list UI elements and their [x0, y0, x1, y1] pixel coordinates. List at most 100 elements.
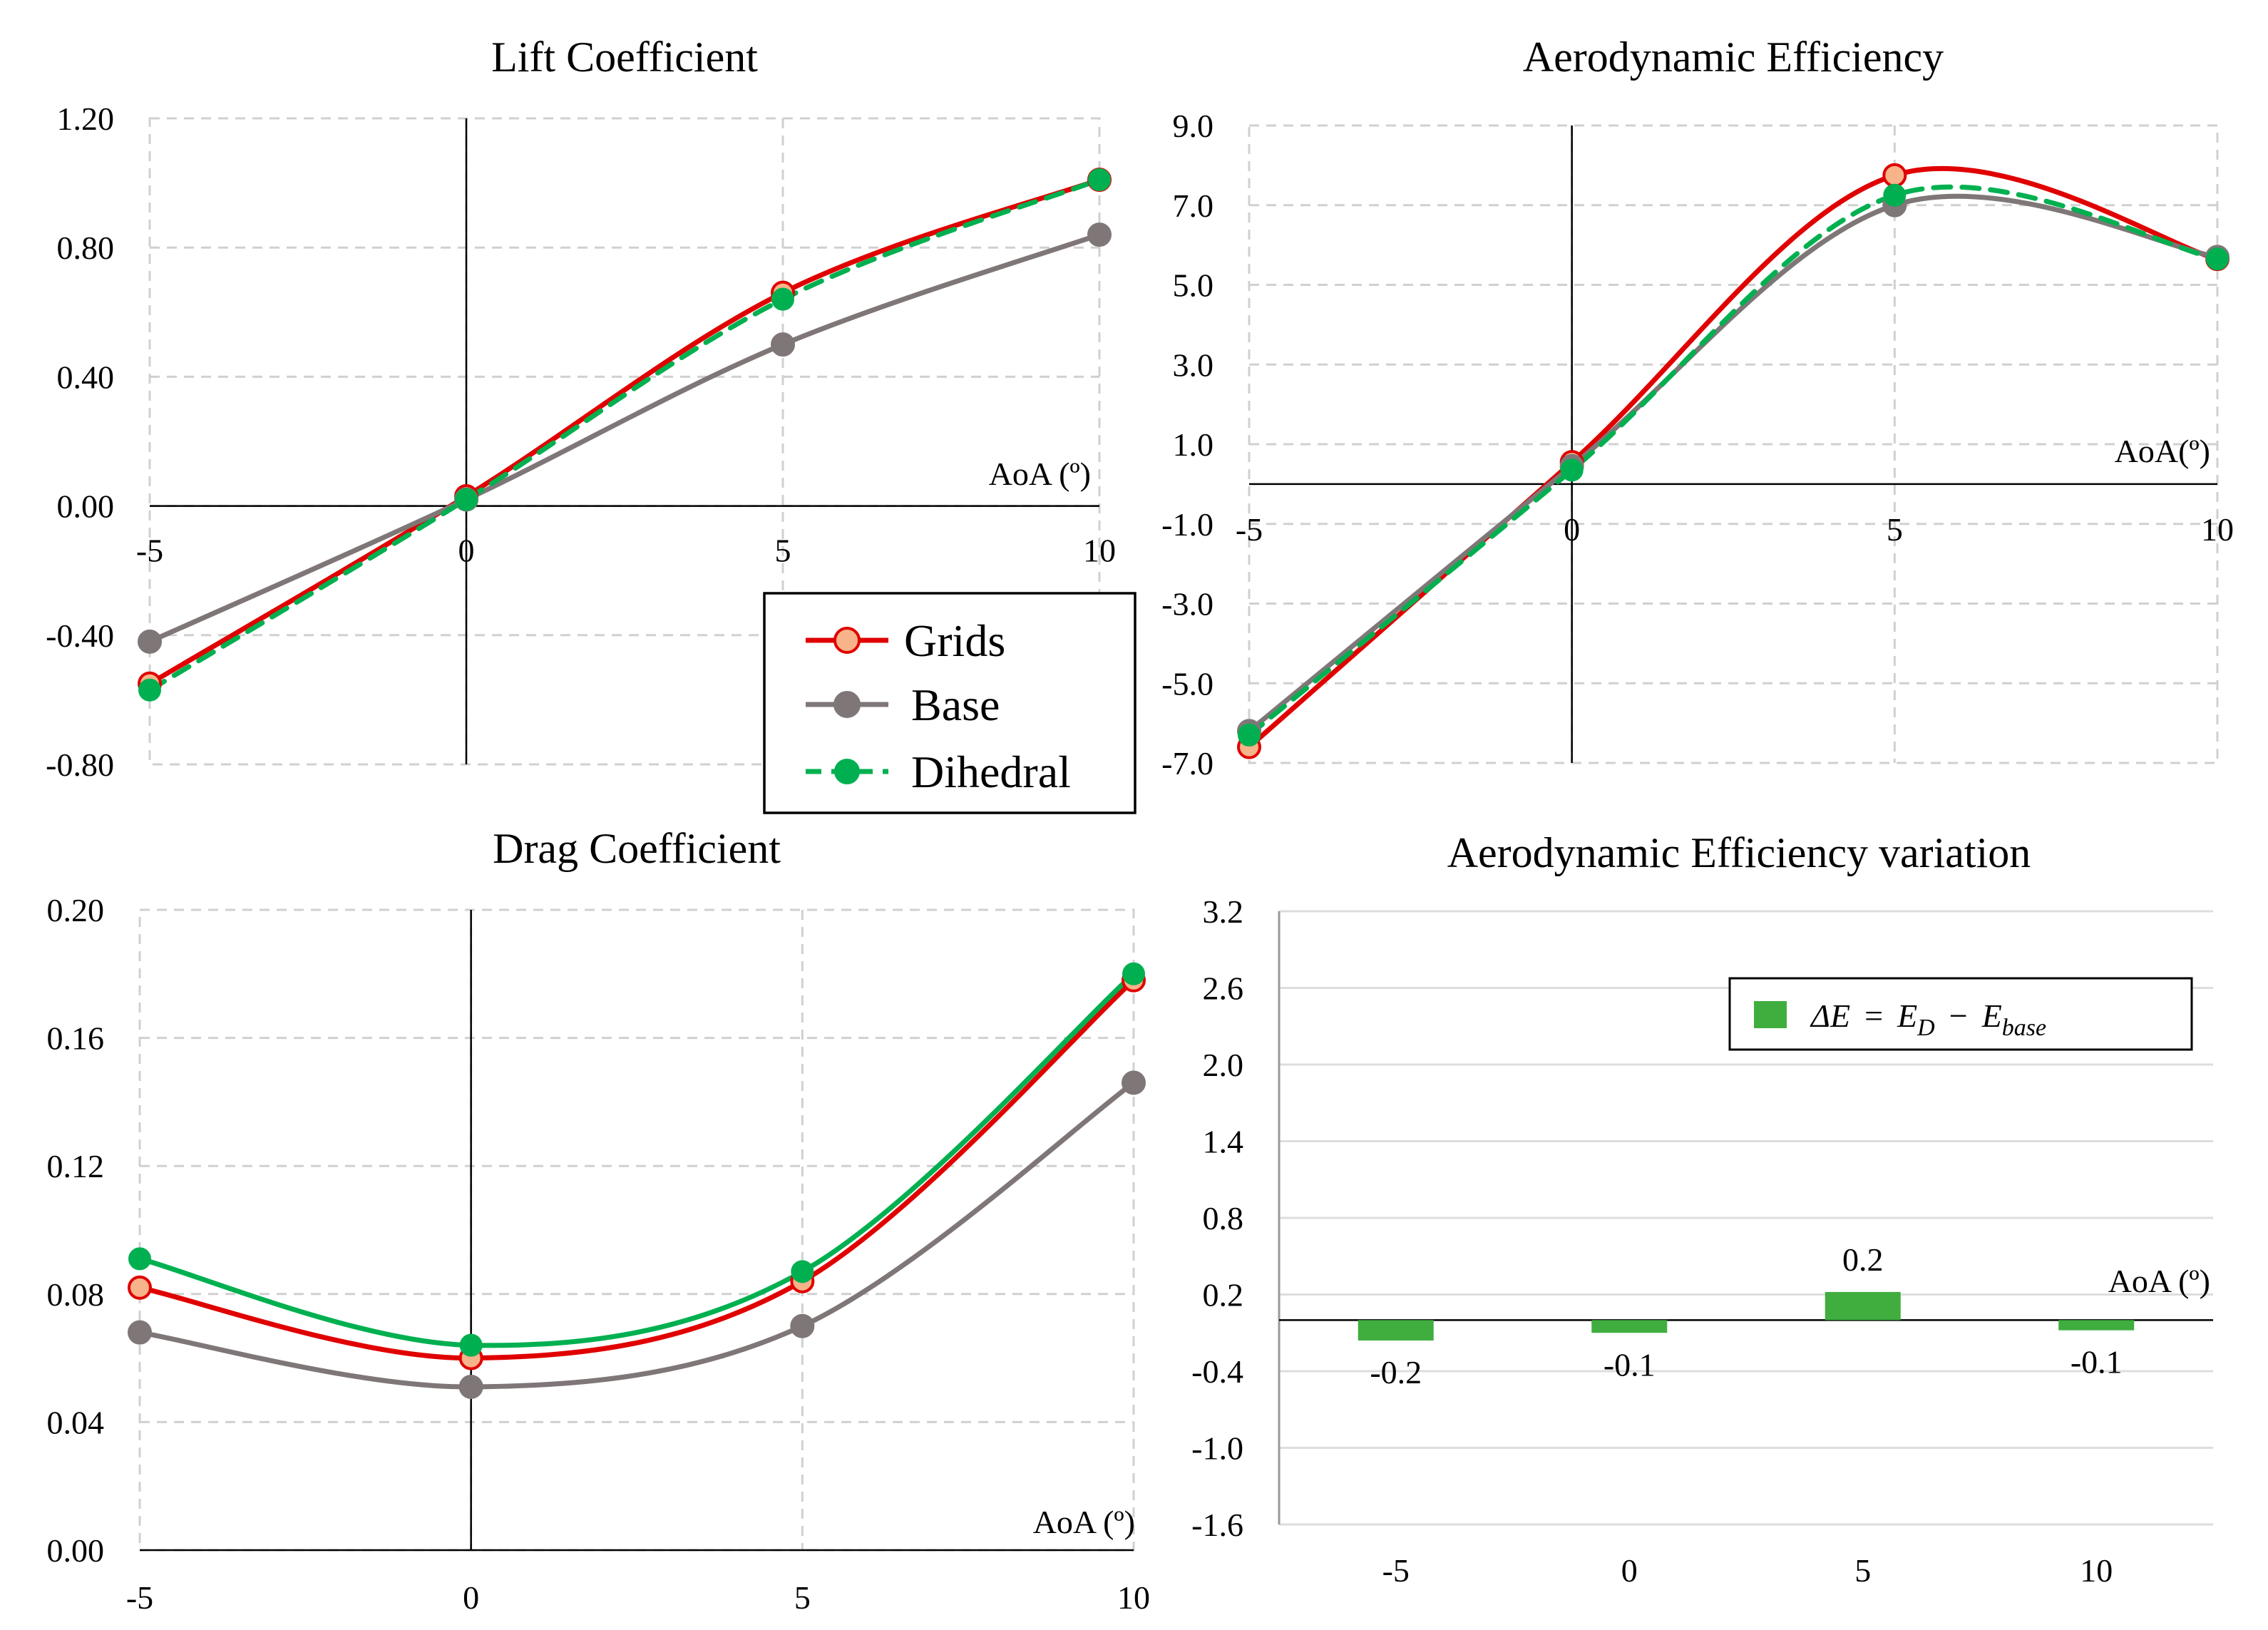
- y-tick-label: 0.08: [47, 1276, 105, 1313]
- legend-delta-e: ΔE: [1810, 998, 1850, 1034]
- series-line-dihedral: [147, 177, 1102, 693]
- data-point-dihedral: [771, 287, 794, 311]
- x-tick-label: -5: [1382, 1552, 1410, 1589]
- series-line-dihedral: [1246, 184, 2220, 738]
- x-tick-label: 10: [1083, 533, 1116, 569]
- x-axis-label: AoA (º): [2108, 1263, 2210, 1299]
- chart-title: Lift Coefficient: [491, 34, 758, 81]
- series-line-grids: [147, 177, 1102, 687]
- y-tick-label: -7.0: [1161, 745, 1213, 781]
- y-tick-label: 2.0: [1203, 1047, 1244, 1083]
- series-line-dihedral: [137, 971, 1136, 1348]
- data-point-dihedral: [2206, 247, 2229, 271]
- chart-title: Aerodynamic Efficiency: [1523, 34, 1944, 81]
- y-tick-label: -0.40: [46, 617, 114, 654]
- data-point-base: [458, 1375, 483, 1400]
- data-point-base: [1087, 222, 1112, 247]
- x-tick-label: 10: [2201, 511, 2234, 548]
- x-tick-label: 5: [1887, 511, 1903, 548]
- data-point-grids: [1882, 163, 1907, 188]
- y-tick-label: -0.80: [46, 747, 114, 783]
- data-label: -0.1: [1603, 1346, 1656, 1383]
- data-point-base: [771, 332, 795, 357]
- plot-frame: [138, 908, 1135, 1552]
- x-tick-label: 5: [1854, 1552, 1871, 1589]
- y-tick-label: 0.04: [47, 1404, 105, 1440]
- y-tick-label: 0.00: [47, 1532, 105, 1569]
- legend-marker-grids: [833, 627, 861, 654]
- legend-label-base: Base: [911, 680, 1000, 730]
- data-point-dihedral: [1122, 962, 1145, 985]
- y-tick-label: -0.4: [1191, 1353, 1243, 1390]
- chart-title: Drag Coefficient: [493, 825, 781, 872]
- x-axis-label: AoA (º): [989, 456, 1091, 492]
- legend-sub-base: base: [2002, 1015, 2046, 1041]
- legend-marker-base: [833, 691, 861, 718]
- legend-marker-dihedral: [834, 759, 860, 784]
- y-tick-label: 0.80: [57, 230, 115, 266]
- legend-sub-d: D: [1916, 1015, 1935, 1041]
- y-tick-label: 0.20: [47, 892, 105, 928]
- bar: [1825, 1291, 1901, 1321]
- y-tick-label: 1.4: [1203, 1124, 1244, 1160]
- y-tick-label: 5.0: [1173, 267, 1214, 304]
- series-line-base: [147, 232, 1102, 645]
- y-tick-label: -1.0: [1191, 1430, 1243, 1467]
- data-point-base: [790, 1313, 815, 1338]
- y-tick-label: 1.20: [57, 101, 115, 137]
- legend-e2: E: [1981, 998, 2002, 1034]
- x-axis-label: AoA (º): [1033, 1504, 1135, 1540]
- legend-label-dihedral: Dihedral: [911, 747, 1071, 797]
- lift-coefficient-chart: Lift Coefficient 1.20 0.80 0.40 0.00 -0.40 -0.…: [46, 34, 1116, 783]
- bar-legend: ΔE = ED − Ebase: [1728, 977, 2193, 1051]
- bar: [1358, 1320, 1434, 1341]
- data-point-dihedral: [128, 1247, 151, 1271]
- x-tick-label: -5: [136, 533, 163, 569]
- data-point-dihedral: [455, 488, 478, 511]
- y-tick-label: 0.12: [47, 1148, 105, 1184]
- y-tick-label: 0.40: [57, 359, 115, 395]
- data-point-dihedral: [1088, 168, 1111, 192]
- series-line-base: [1246, 193, 2220, 734]
- x-tick-label: -5: [1236, 511, 1263, 548]
- y-tick-label: -3.0: [1161, 586, 1213, 622]
- x-tick-label: 10: [2080, 1552, 2113, 1589]
- data-point-dihedral: [1883, 183, 1907, 207]
- data-point-base: [128, 1320, 152, 1345]
- y-tick-label: 9.0: [1173, 108, 1214, 144]
- x-tick-label: 0: [463, 1579, 479, 1616]
- bar-legend-box: [1728, 977, 2193, 1051]
- bar: [1591, 1320, 1668, 1333]
- legend-equals: =: [1864, 998, 1883, 1034]
- y-tick-label: -1.6: [1191, 1507, 1243, 1543]
- data-label: -0.1: [2071, 1344, 2123, 1380]
- efficiency-variation-chart: Aerodynamic Efficiency variation 3.2 2.6 2.…: [1191, 829, 2213, 1589]
- y-tick-label: 3.2: [1203, 893, 1244, 930]
- data-point-base: [1122, 1070, 1146, 1095]
- x-tick-label: 0: [458, 533, 475, 569]
- legend-e: E: [1897, 998, 1917, 1034]
- data-point-dihedral: [791, 1260, 814, 1283]
- data-point-dihedral: [459, 1333, 483, 1357]
- data-label: 0.2: [1842, 1241, 1884, 1278]
- x-tick-label: 5: [775, 533, 791, 569]
- x-tick-label: 5: [794, 1579, 811, 1616]
- y-tick-label: 0.16: [47, 1020, 105, 1057]
- series-line-grids: [1246, 165, 2220, 750]
- series-line-grids: [137, 978, 1136, 1361]
- data-point-dihedral: [1238, 723, 1261, 747]
- y-tick-label: 2.6: [1203, 970, 1244, 1007]
- x-axis-label: AoA(º): [2115, 433, 2210, 469]
- chart-title: Aerodynamic Efficiency variation: [1447, 829, 2031, 876]
- y-tick-label: 3.0: [1173, 347, 1214, 383]
- legend-label-grids: Grids: [904, 615, 1005, 666]
- bar-legend-swatch: [1754, 1001, 1787, 1028]
- x-tick-label: 10: [1117, 1579, 1150, 1616]
- data-point-dihedral: [138, 678, 161, 702]
- y-tick-label: 0.2: [1203, 1277, 1244, 1313]
- data-label: -0.2: [1370, 1354, 1422, 1390]
- y-tick-label: 1.0: [1173, 426, 1214, 463]
- y-tick-label: 0.8: [1203, 1200, 1244, 1236]
- data-point-dihedral: [1560, 458, 1584, 482]
